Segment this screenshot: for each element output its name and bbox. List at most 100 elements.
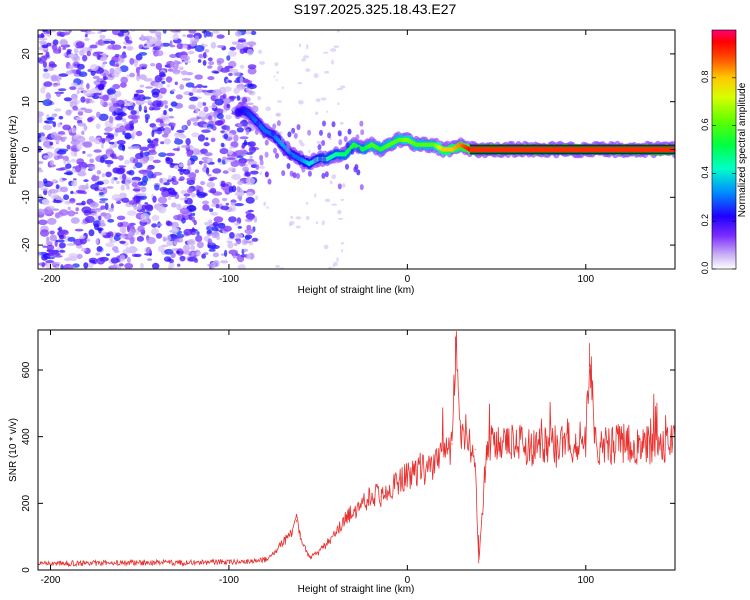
signal-track bbox=[233, 102, 675, 191]
noise-speck bbox=[171, 122, 176, 127]
noise-speck bbox=[275, 79, 278, 81]
noise-speck bbox=[98, 113, 109, 122]
noise-speck bbox=[138, 100, 149, 104]
noise-speck bbox=[48, 249, 56, 257]
noise-speck bbox=[172, 33, 179, 41]
noise-speck bbox=[216, 234, 220, 241]
noise-speck bbox=[337, 209, 342, 215]
track-scatter bbox=[286, 163, 291, 169]
noise-speck bbox=[123, 46, 127, 49]
noise-speck bbox=[194, 185, 202, 192]
noise-speck bbox=[185, 138, 191, 146]
noise-speck bbox=[246, 224, 252, 230]
noise-speck bbox=[91, 175, 100, 182]
noise-speck bbox=[188, 104, 196, 110]
noise-speck bbox=[118, 165, 127, 168]
noise-speck bbox=[145, 246, 152, 254]
noise-speck bbox=[340, 242, 344, 245]
noise-speck bbox=[80, 96, 86, 103]
noise-speck bbox=[90, 64, 99, 72]
noise-speck bbox=[237, 180, 244, 185]
noise-speck bbox=[151, 214, 160, 221]
noise-speck bbox=[122, 131, 126, 136]
noise-speck bbox=[145, 117, 149, 124]
noise-speck bbox=[234, 203, 244, 207]
noise-speck bbox=[201, 89, 208, 93]
noise-speck bbox=[156, 50, 164, 57]
noise-speck bbox=[48, 61, 56, 67]
noise-speck bbox=[227, 241, 234, 249]
noise-speck bbox=[185, 82, 195, 88]
noise-speck bbox=[126, 170, 132, 175]
noise-speck bbox=[59, 249, 66, 253]
noise-speck bbox=[207, 115, 212, 121]
noise-speck bbox=[77, 87, 85, 91]
noise-speck bbox=[152, 171, 163, 176]
colorbar-bar bbox=[712, 30, 736, 269]
noise-speck bbox=[168, 115, 175, 119]
noise-speck bbox=[220, 180, 226, 187]
noise-speck bbox=[38, 208, 46, 215]
noise-speck bbox=[124, 181, 130, 187]
noise-speck bbox=[81, 130, 85, 135]
track-scatter bbox=[259, 159, 264, 166]
noise-speck bbox=[180, 189, 188, 195]
noise-speck bbox=[233, 87, 240, 94]
noise-speck bbox=[147, 138, 152, 143]
noise-speck bbox=[203, 152, 213, 157]
noise-speck bbox=[138, 104, 142, 112]
noise-speck bbox=[126, 257, 131, 264]
noise-speck bbox=[215, 204, 220, 209]
noise-speck bbox=[150, 62, 156, 67]
noise-speck bbox=[126, 74, 130, 78]
noise-speck bbox=[38, 149, 42, 153]
noise-speck bbox=[119, 235, 127, 239]
noise-speck bbox=[236, 186, 241, 193]
noise-speck bbox=[276, 71, 279, 74]
noise-speck bbox=[219, 148, 229, 155]
noise-speck bbox=[225, 125, 231, 132]
noise-speck bbox=[98, 96, 107, 99]
noise-speck bbox=[119, 263, 124, 267]
noise-speck bbox=[172, 148, 180, 151]
noise-speck bbox=[55, 140, 60, 144]
noise-speck bbox=[54, 108, 62, 112]
noise-speck bbox=[196, 231, 200, 236]
noise-speck bbox=[66, 243, 77, 246]
noise-speck bbox=[43, 155, 50, 159]
noise-speck bbox=[189, 144, 194, 151]
noise-speck bbox=[189, 40, 197, 47]
noise-speck bbox=[142, 175, 149, 183]
noise-speck bbox=[251, 237, 259, 242]
noise-speck bbox=[58, 209, 69, 216]
noise-speck bbox=[133, 195, 141, 203]
colorbar-tick-label: 0.6 bbox=[700, 118, 710, 131]
noise-speck bbox=[96, 180, 104, 186]
noise-speck bbox=[38, 116, 43, 124]
x-tick-label: 0 bbox=[405, 274, 411, 285]
noise-speck bbox=[109, 68, 115, 75]
noise-speck bbox=[76, 161, 84, 165]
noise-speck bbox=[109, 153, 117, 158]
noise-speck bbox=[210, 41, 217, 49]
noise-speck bbox=[108, 141, 116, 145]
noise-speck bbox=[92, 75, 100, 80]
noise-speck bbox=[49, 230, 55, 235]
noise-speck bbox=[139, 195, 147, 201]
noise-speck bbox=[79, 235, 86, 240]
noise-speck bbox=[90, 70, 96, 76]
noise-speck bbox=[170, 30, 176, 33]
noise-speck bbox=[219, 260, 229, 264]
noise-speck bbox=[146, 166, 152, 173]
noise-speck bbox=[82, 54, 88, 62]
noise-speck bbox=[339, 121, 344, 125]
noise-speck bbox=[228, 249, 238, 255]
noise-speck bbox=[273, 75, 276, 78]
noise-speck bbox=[196, 84, 203, 89]
noise-speck bbox=[266, 206, 269, 209]
noise-speck bbox=[119, 65, 129, 73]
noise-speck bbox=[90, 212, 99, 217]
noise-speck bbox=[126, 225, 131, 233]
noise-speck bbox=[92, 95, 100, 100]
noise-speck bbox=[228, 72, 233, 77]
